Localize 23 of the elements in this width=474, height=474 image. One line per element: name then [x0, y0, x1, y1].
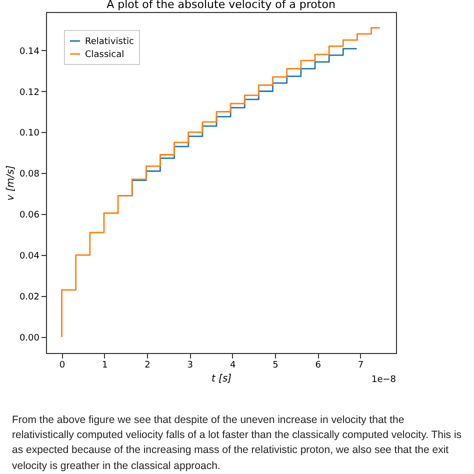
x-tick-label: 0: [59, 360, 66, 370]
legend-label: Relativistic: [85, 37, 134, 47]
text: From the above figure we see that despite of the uneven increase in velocity that the relativistically computed veliocity falls of a lot faster than the classically computed velocity. This is as expected because of the increasing mass of the relativistic proton, we also see that the exit velocity is greather in the classical approach.: [12, 413, 463, 474]
y-tick-label: 0.04: [19, 252, 40, 262]
x-tick-label: 2: [144, 360, 150, 370]
y-axis-title: v [m/s]: [5, 165, 16, 201]
y-tick-label: 0.00: [19, 334, 40, 344]
x-tick-label: 6: [315, 360, 322, 370]
chart-title: A plot of the absolute velocity of a proton: [106, 0, 336, 11]
x-tick-label: 4: [230, 360, 236, 370]
x-tick-label: 1: [102, 360, 108, 370]
x-tick-label: 5: [272, 360, 278, 370]
text: 1e−8: [371, 375, 396, 385]
x-tick-label: 7: [358, 360, 364, 370]
x-axis-title: t [s]: [211, 374, 232, 384]
y-tick-label: 0.14: [19, 46, 40, 57]
y-tick-label: 0.02: [19, 292, 40, 303]
legend-label: Classical: [85, 50, 124, 60]
y-tick-label: 0.08: [19, 170, 40, 180]
y-tick-label: 0.12: [19, 88, 40, 98]
x-tick-label: 3: [187, 360, 194, 370]
y-tick-label: 0.10: [19, 128, 40, 139]
y-tick-label: 0.06: [19, 210, 40, 221]
